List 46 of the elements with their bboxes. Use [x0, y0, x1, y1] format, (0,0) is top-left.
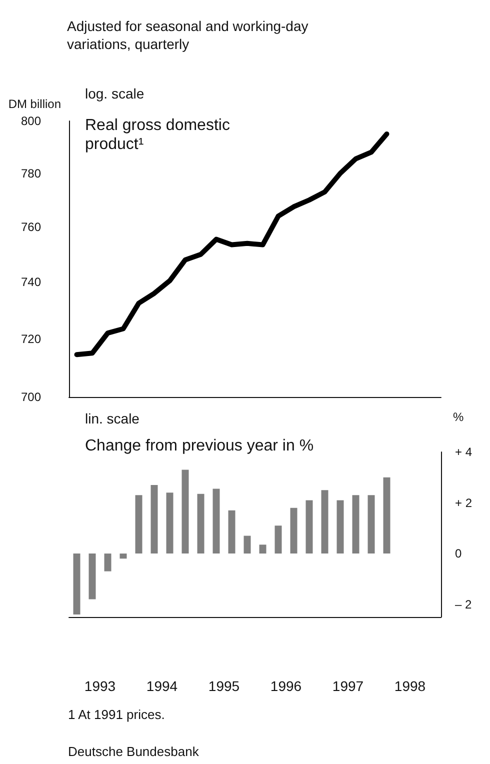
bar [352, 495, 360, 554]
bar [274, 526, 282, 554]
y-tick-label: 760 [20, 220, 42, 234]
text: lin. scale [85, 410, 140, 426]
bar [166, 492, 174, 554]
y-axis-title: % [453, 410, 464, 424]
bar [228, 510, 236, 554]
y-tick-label: + 2 [455, 496, 472, 510]
x-tick-label: 1995 [208, 678, 240, 694]
text: 1 At 1991 prices. [68, 707, 165, 722]
bar [244, 536, 251, 554]
bar [336, 500, 344, 554]
y-axis-title: DM billion [8, 97, 61, 111]
bar [368, 495, 375, 554]
annotation: Real gross domestic product¹ [85, 117, 234, 153]
text: Deutsche Bundesbank [68, 744, 199, 759]
chart-title: Adjusted for seasonal and working-day variations, quarterly [67, 18, 312, 52]
x-tick-label: 1994 [146, 678, 178, 694]
bar [73, 554, 80, 614]
y-tick-label: 780 [20, 166, 42, 180]
chart-title: Change from previous year in % [85, 438, 314, 454]
bar [135, 495, 142, 554]
y-tick-label: 800 [20, 114, 42, 128]
text: log. scale [85, 86, 144, 102]
bar [182, 470, 189, 554]
bar [212, 488, 220, 554]
x-tick-label: 1996 [270, 678, 302, 694]
x-tick-label: 1993 [84, 678, 116, 694]
y-tick-label: 0 [455, 546, 462, 561]
y-tick-label: 740 [20, 275, 42, 290]
y-tick-label: 700 [20, 390, 42, 404]
bar [197, 494, 204, 554]
x-tick-label: 1998 [394, 678, 426, 694]
bar [259, 544, 266, 554]
y-tick-label: – 2 [455, 597, 472, 612]
x-tick-label: 1997 [332, 678, 364, 694]
bar [290, 508, 298, 554]
bar [88, 554, 96, 600]
bar [150, 485, 158, 554]
bar [120, 554, 127, 559]
y-tick-label: + 4 [455, 445, 472, 459]
bar [383, 477, 390, 554]
bar [321, 490, 328, 554]
bar [104, 554, 112, 572]
y-tick-label: 720 [20, 332, 42, 346]
bar [306, 500, 313, 554]
